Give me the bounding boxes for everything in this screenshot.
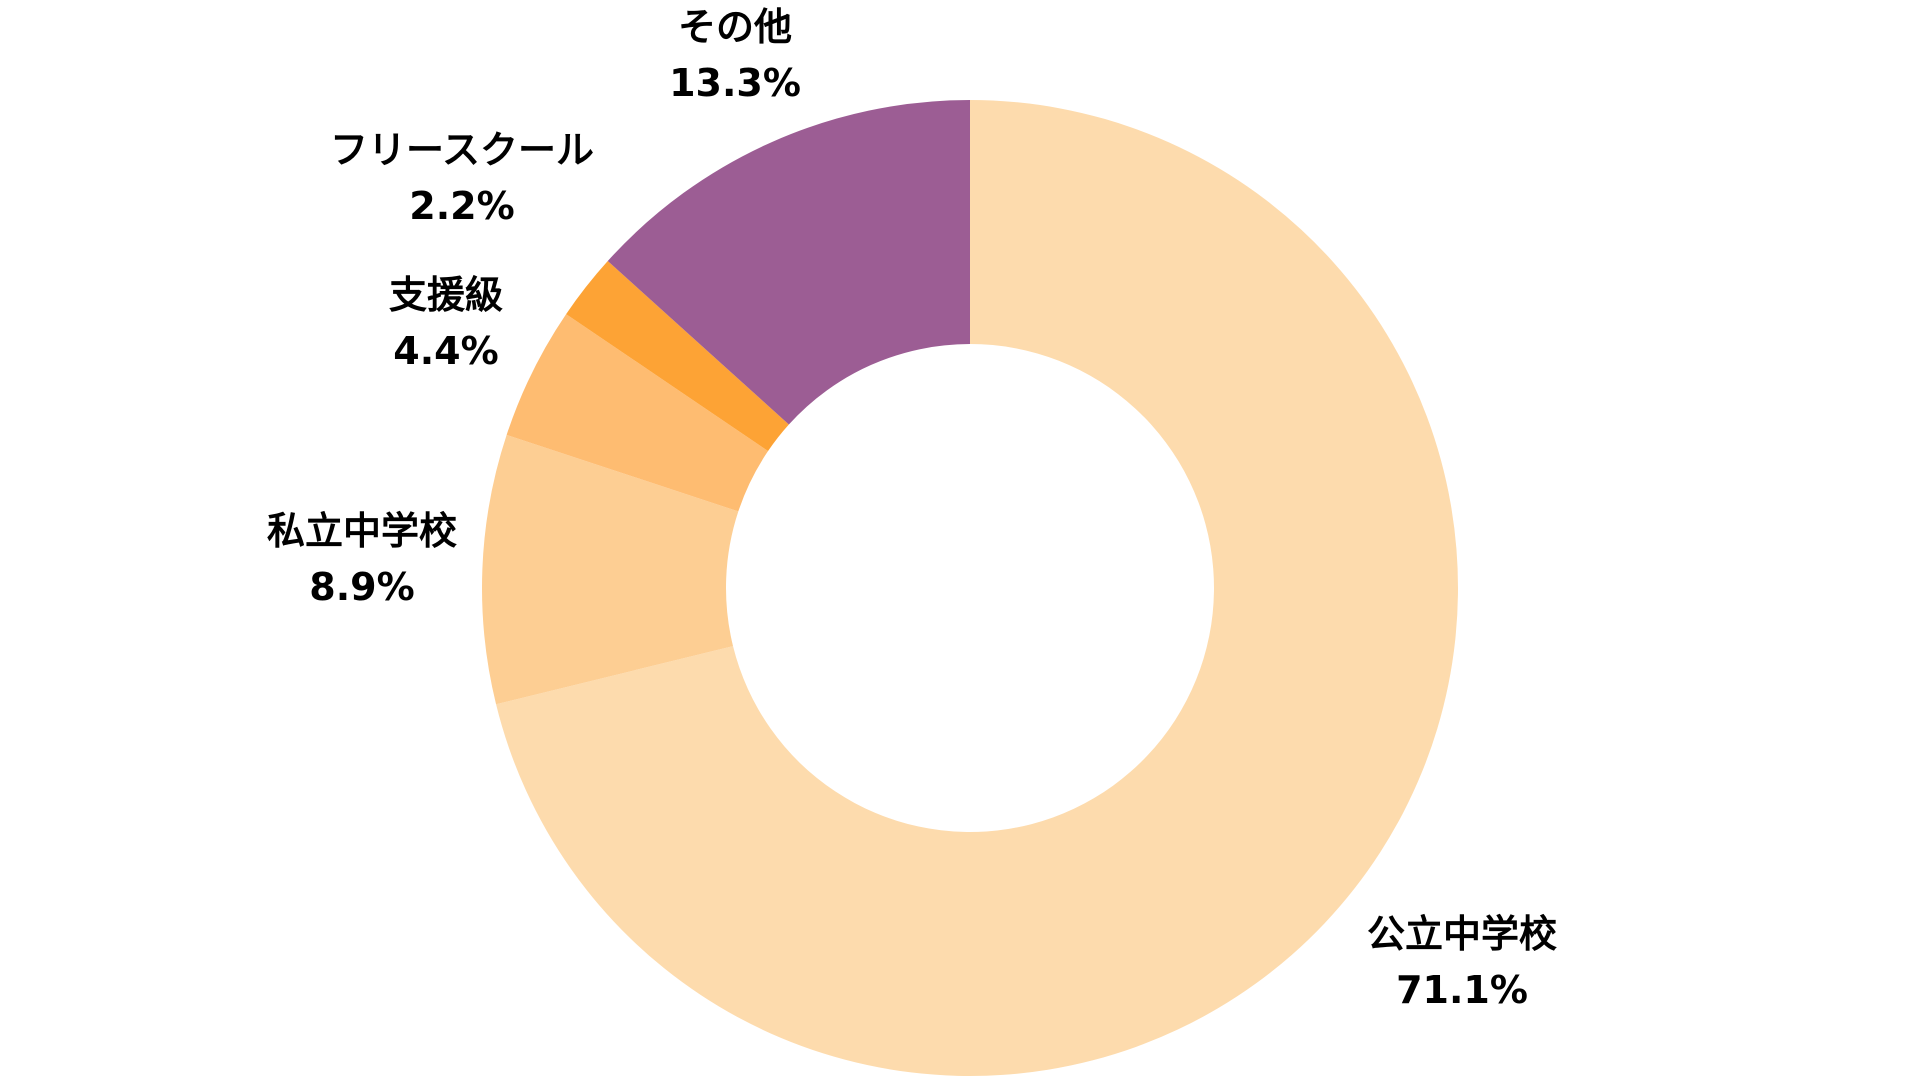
chart-slices xyxy=(481,100,1458,1076)
pie-slice-1 xyxy=(496,100,1458,1076)
slice-label-5: その他 xyxy=(678,5,792,49)
slice-value-label-1: 71.1% xyxy=(1396,968,1528,1012)
slice-value-label-2: 8.9% xyxy=(309,565,414,609)
slice-label-1: 公立中学校 xyxy=(1367,912,1557,956)
pie-slice-5 xyxy=(607,100,970,425)
slice-label-3: 支援級 xyxy=(389,273,503,317)
pie-slice-2 xyxy=(481,434,739,705)
slice-value-label-4: 2.2% xyxy=(409,184,514,228)
slice-label-2: 私立中学校 xyxy=(267,509,457,553)
chart-labels: 公立中学校 71.1% 私立中学校 8.9% 支援級 4.4% フリースクール 2.2% その他… xyxy=(267,5,1557,1012)
pie-slice-4 xyxy=(566,261,789,452)
slice-value-label-5: 13.3% xyxy=(669,61,801,105)
pie-slice-3 xyxy=(506,314,769,512)
slice-label-4: フリースクール xyxy=(330,128,594,172)
slice-value-label-3: 4.4% xyxy=(393,329,498,373)
